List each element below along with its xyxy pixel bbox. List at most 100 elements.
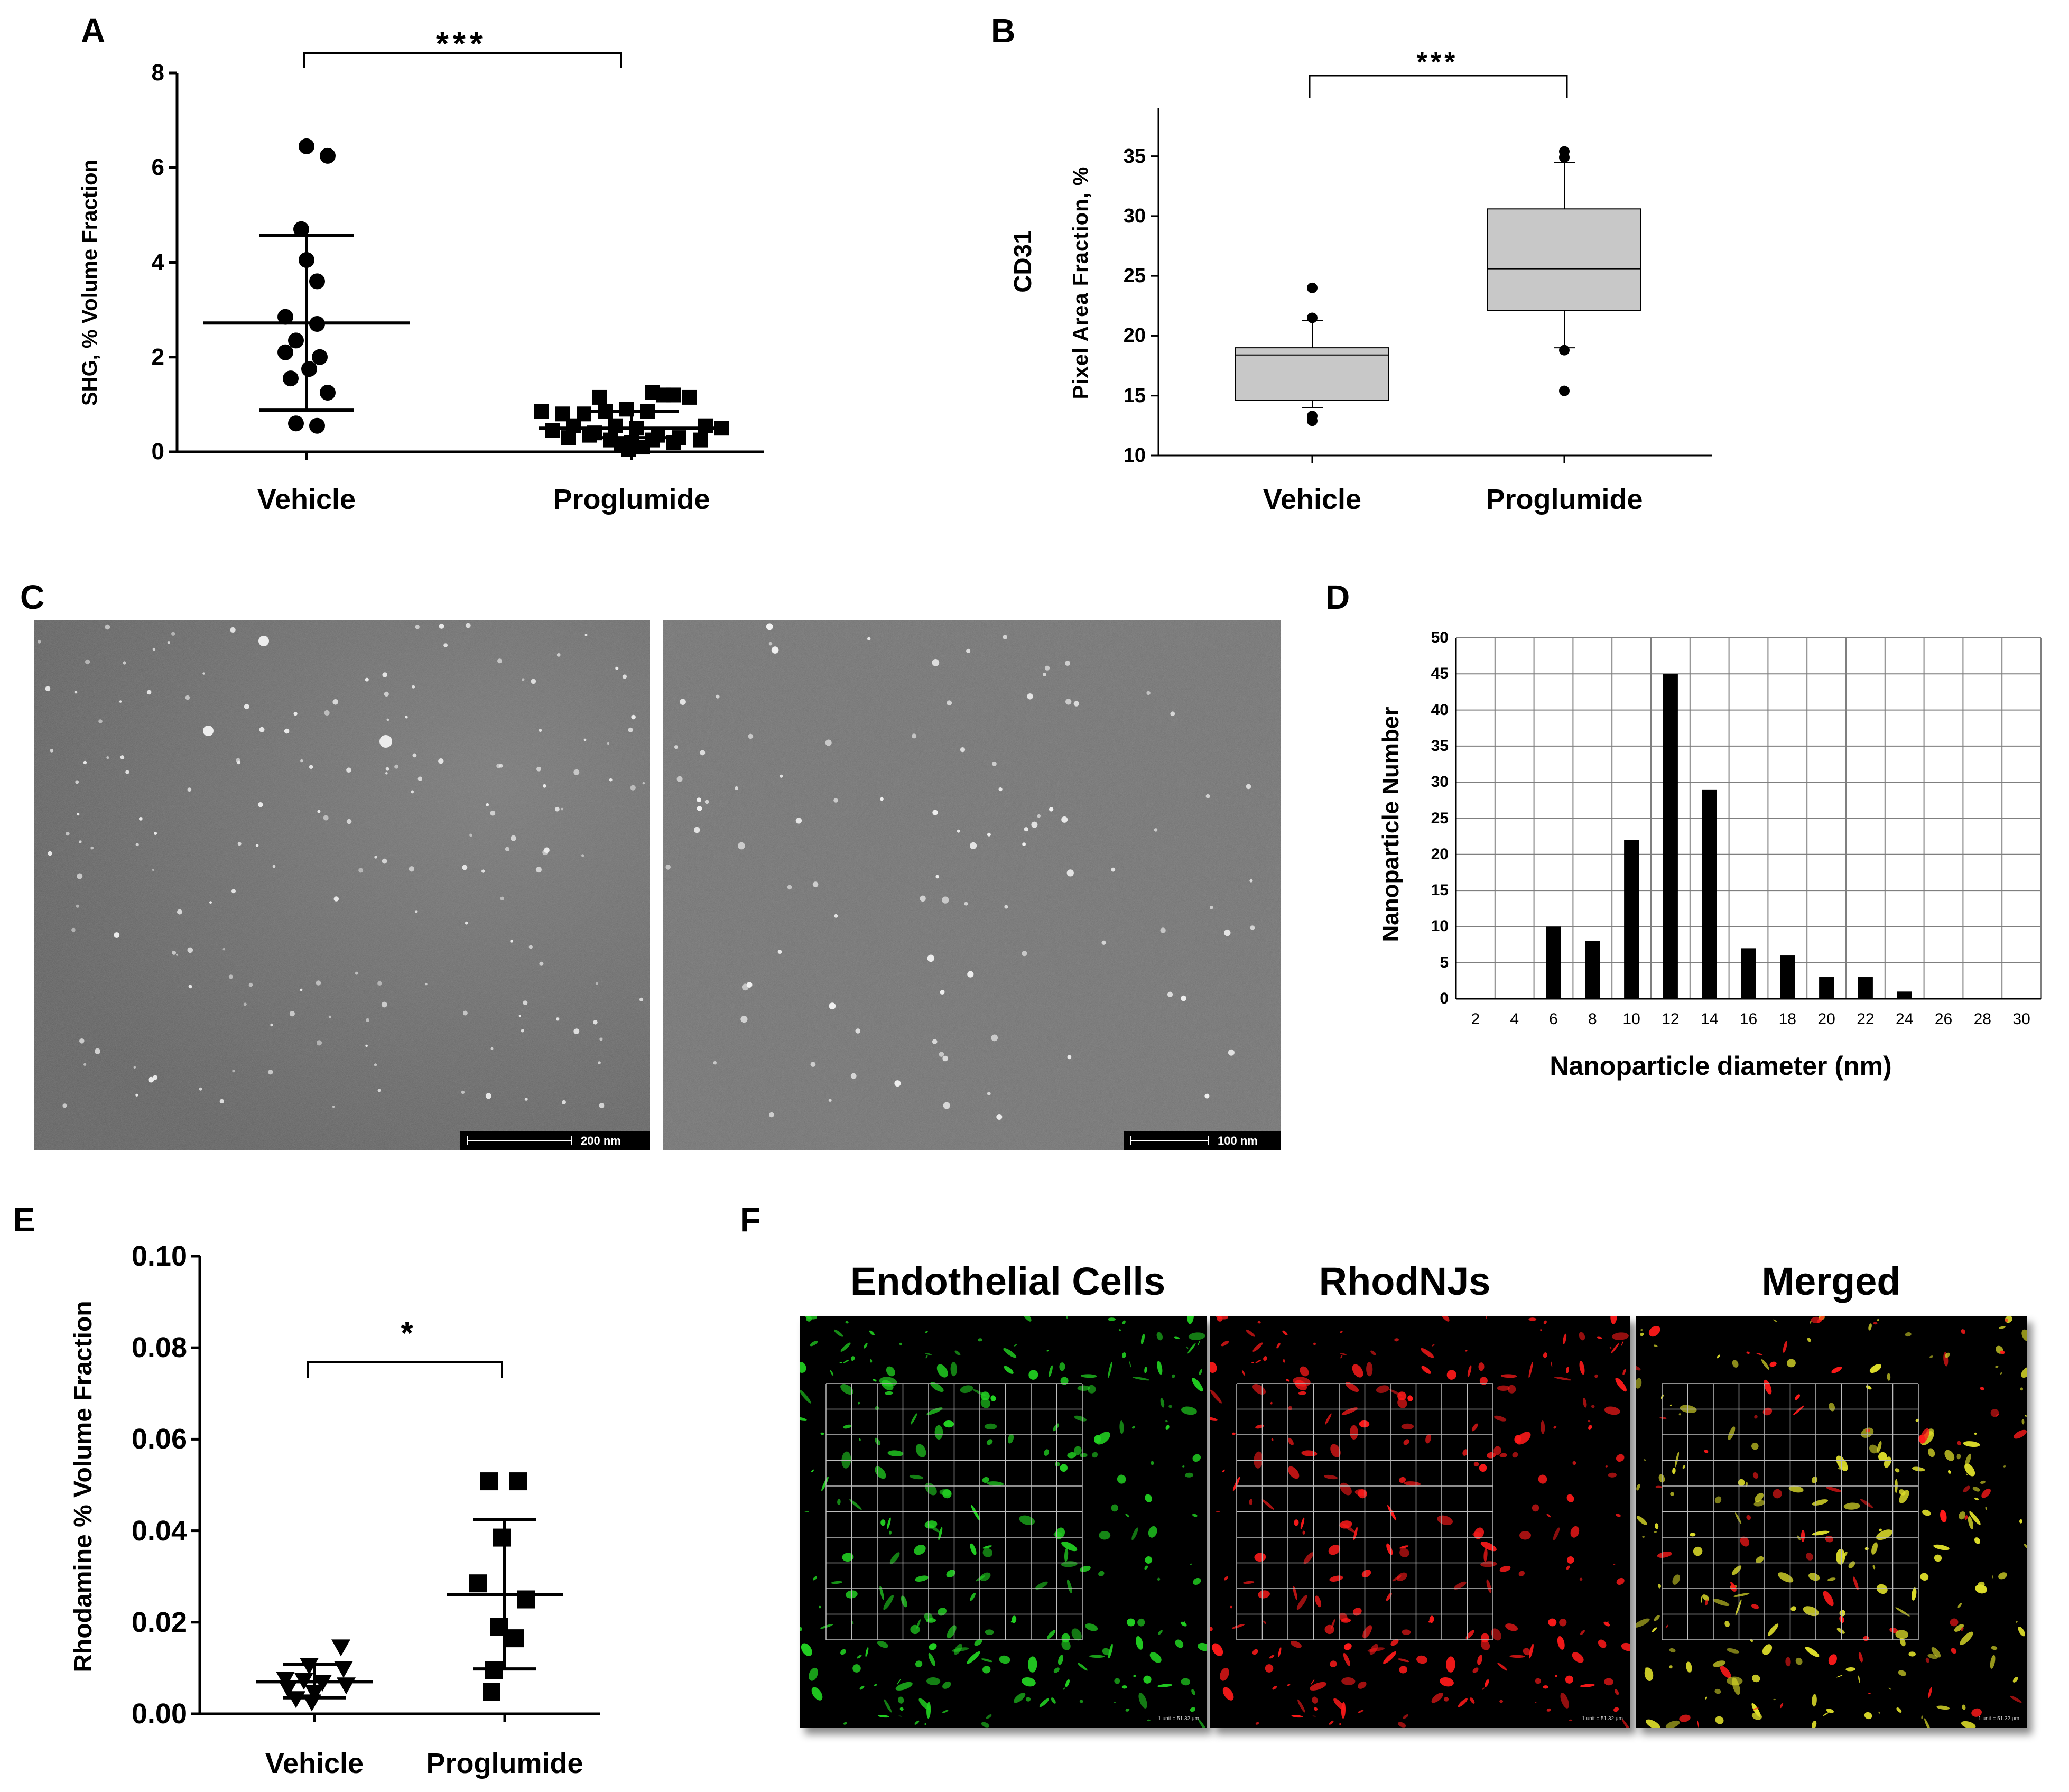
chart-a-ytick-label: 0 — [151, 439, 164, 465]
chart-a-point-vehicle — [320, 384, 336, 401]
chart-a-ytick-label: 6 — [151, 154, 164, 181]
chart-e-significance-bracket — [307, 1361, 503, 1378]
sem-image-left: 200 nm — [34, 620, 650, 1150]
confocal-scale-note: 1 unit = 51.32 µm — [1582, 1716, 1623, 1722]
chart-a-point-vehicle — [301, 361, 317, 377]
chart-a-significance: *** — [435, 26, 487, 62]
chart-d-ytick-label: 40 — [1431, 701, 1449, 719]
confocal-image-rhodnjs: 1 unit = 51.32 µm — [1210, 1316, 1630, 1728]
chart-a-point-proglumide — [666, 387, 681, 403]
chart-d-xtick-label: 26 — [1934, 1010, 1953, 1028]
chart-e-point-proglumide — [509, 1472, 527, 1491]
confocal-scale-note: 1 unit = 51.32 µm — [1978, 1716, 2019, 1722]
chart-b-outlier — [1559, 152, 1570, 163]
chart-b-ytick-label: 10 — [1123, 444, 1146, 467]
scalebar-100nm-label: 100 nm — [1218, 1134, 1258, 1147]
chart-d-xtick-label: 2 — [1471, 1010, 1480, 1028]
chart-e-significance: * — [401, 1315, 413, 1351]
chart-d-xtick-label: 10 — [1622, 1010, 1640, 1028]
chart-e-point-vehicle — [300, 1658, 319, 1675]
chart-a-xtick-proglumide: Proglumide — [553, 484, 710, 515]
chart-a-ytick-label: 8 — [151, 60, 164, 86]
chart-a-point-proglumide — [545, 423, 560, 438]
chart-d-bar — [1741, 948, 1756, 999]
chart-e-xtick-vehicle: Vehicle — [265, 1748, 364, 1779]
chart-d-xtick-label: 22 — [1857, 1010, 1875, 1028]
chart-d-bar — [1585, 941, 1600, 999]
chart-a-point-proglumide — [682, 389, 697, 405]
confocal-image-merged: 1 unit = 51.32 µm — [1636, 1316, 2027, 1728]
chart-d-xtick-label: 30 — [2012, 1010, 2030, 1028]
chart-d-bar — [1858, 977, 1873, 999]
chart-a-point-proglumide — [645, 385, 660, 400]
confocal-title-endothelial: Endothelial Cells — [850, 1259, 1166, 1303]
chart-e-point-vehicle — [279, 1680, 298, 1698]
chart-a-point-proglumide — [534, 404, 549, 419]
chart-e-point-vehicle — [331, 1639, 350, 1657]
chart-a-point-vehicle — [277, 344, 293, 360]
chart-d-xtick-label: 6 — [1549, 1010, 1558, 1028]
chart-b-xtick-proglumide: Proglumide — [1486, 484, 1643, 515]
chart-a-point-proglumide — [582, 428, 597, 443]
panel-label-b: B — [991, 12, 1016, 50]
chart-e-ytick-label: 0.06 — [131, 1423, 187, 1455]
confocal-title-merged: Merged — [1761, 1259, 1901, 1303]
chart-d-xtick-label: 28 — [1973, 1010, 1991, 1028]
chart-d-ytick-label: 35 — [1431, 737, 1449, 755]
chart-d-ytick-label: 25 — [1431, 809, 1449, 827]
chart-b-outlier — [1559, 345, 1570, 356]
chart-a-point-proglumide — [561, 430, 576, 445]
chart-d-ytick-label: 0 — [1440, 990, 1449, 1007]
chart-e-point-vehicle — [337, 1677, 356, 1695]
chart-a-xtick-vehicle: Vehicle — [257, 484, 356, 515]
chart-b-xtick-vehicle: Vehicle — [1263, 484, 1362, 515]
chart-e-point-vehicle — [286, 1691, 305, 1709]
chart-d-bar — [1663, 674, 1678, 999]
chart-a-point-proglumide — [592, 389, 607, 405]
chart-d-bar — [1546, 926, 1561, 999]
confocal-title-rhodnjs: RhodNJs — [1319, 1259, 1491, 1303]
chart-a-significance-bracket — [303, 52, 622, 68]
chart-b-box — [1235, 347, 1389, 401]
chart-d-bar — [1897, 991, 1912, 999]
chart-b-outlier — [1559, 385, 1570, 396]
chart-d-xtick-label: 24 — [1896, 1010, 1914, 1028]
chart-d-xtick-label: 18 — [1778, 1010, 1796, 1028]
chart-a-point-vehicle — [283, 370, 299, 387]
chart-e-point-proglumide — [480, 1472, 498, 1491]
chart-d-ytick-label: 20 — [1431, 845, 1449, 863]
chart-d-bar — [1624, 840, 1639, 999]
chart-d-bar — [1780, 955, 1795, 999]
chart-b-significance: *** — [1416, 47, 1459, 78]
chart-e-ytick-label: 0.00 — [131, 1698, 187, 1730]
chart-a-point-vehicle — [320, 147, 336, 164]
chart-a-point-vehicle — [309, 273, 325, 290]
chart-b-box — [1487, 208, 1641, 311]
chart-b-outlier — [1307, 282, 1318, 293]
chart-b-outlier — [1307, 312, 1318, 323]
chart-b-ytick-label: 15 — [1123, 384, 1146, 407]
chart-d-bar — [1819, 977, 1834, 999]
chart-e-point-proglumide — [469, 1574, 487, 1593]
panel-label-e: E — [13, 1201, 35, 1239]
chart-e-point-proglumide — [493, 1528, 511, 1547]
panel-label-c: C — [20, 578, 45, 616]
chart-e-ytick-label: 0.08 — [131, 1332, 187, 1364]
chart-d-xtick-label: 4 — [1510, 1010, 1519, 1028]
chart-b-significance-bracket — [1309, 75, 1568, 98]
chart-b-ylabel-line1: CD31 — [1009, 230, 1036, 293]
chart-a-point-vehicle — [288, 415, 304, 432]
scalebar-200nm-label: 200 nm — [581, 1134, 621, 1147]
panel-label-f: F — [740, 1201, 761, 1239]
confocal-image-endothelial: 1 unit = 51.32 µm — [800, 1316, 1207, 1728]
chart-b-ytick-label: 30 — [1123, 205, 1146, 227]
chart-a-point-proglumide — [693, 432, 708, 448]
chart-d-xtick-label: 20 — [1817, 1010, 1835, 1028]
chart-d-xtick-label: 14 — [1701, 1010, 1719, 1028]
panel-label-a: A — [81, 12, 106, 50]
chart-a-point-vehicle — [288, 332, 304, 349]
chart-a-point-vehicle — [299, 138, 314, 154]
chart-e-ytick-label: 0.02 — [131, 1606, 187, 1638]
chart-e-point-proglumide — [506, 1629, 524, 1648]
